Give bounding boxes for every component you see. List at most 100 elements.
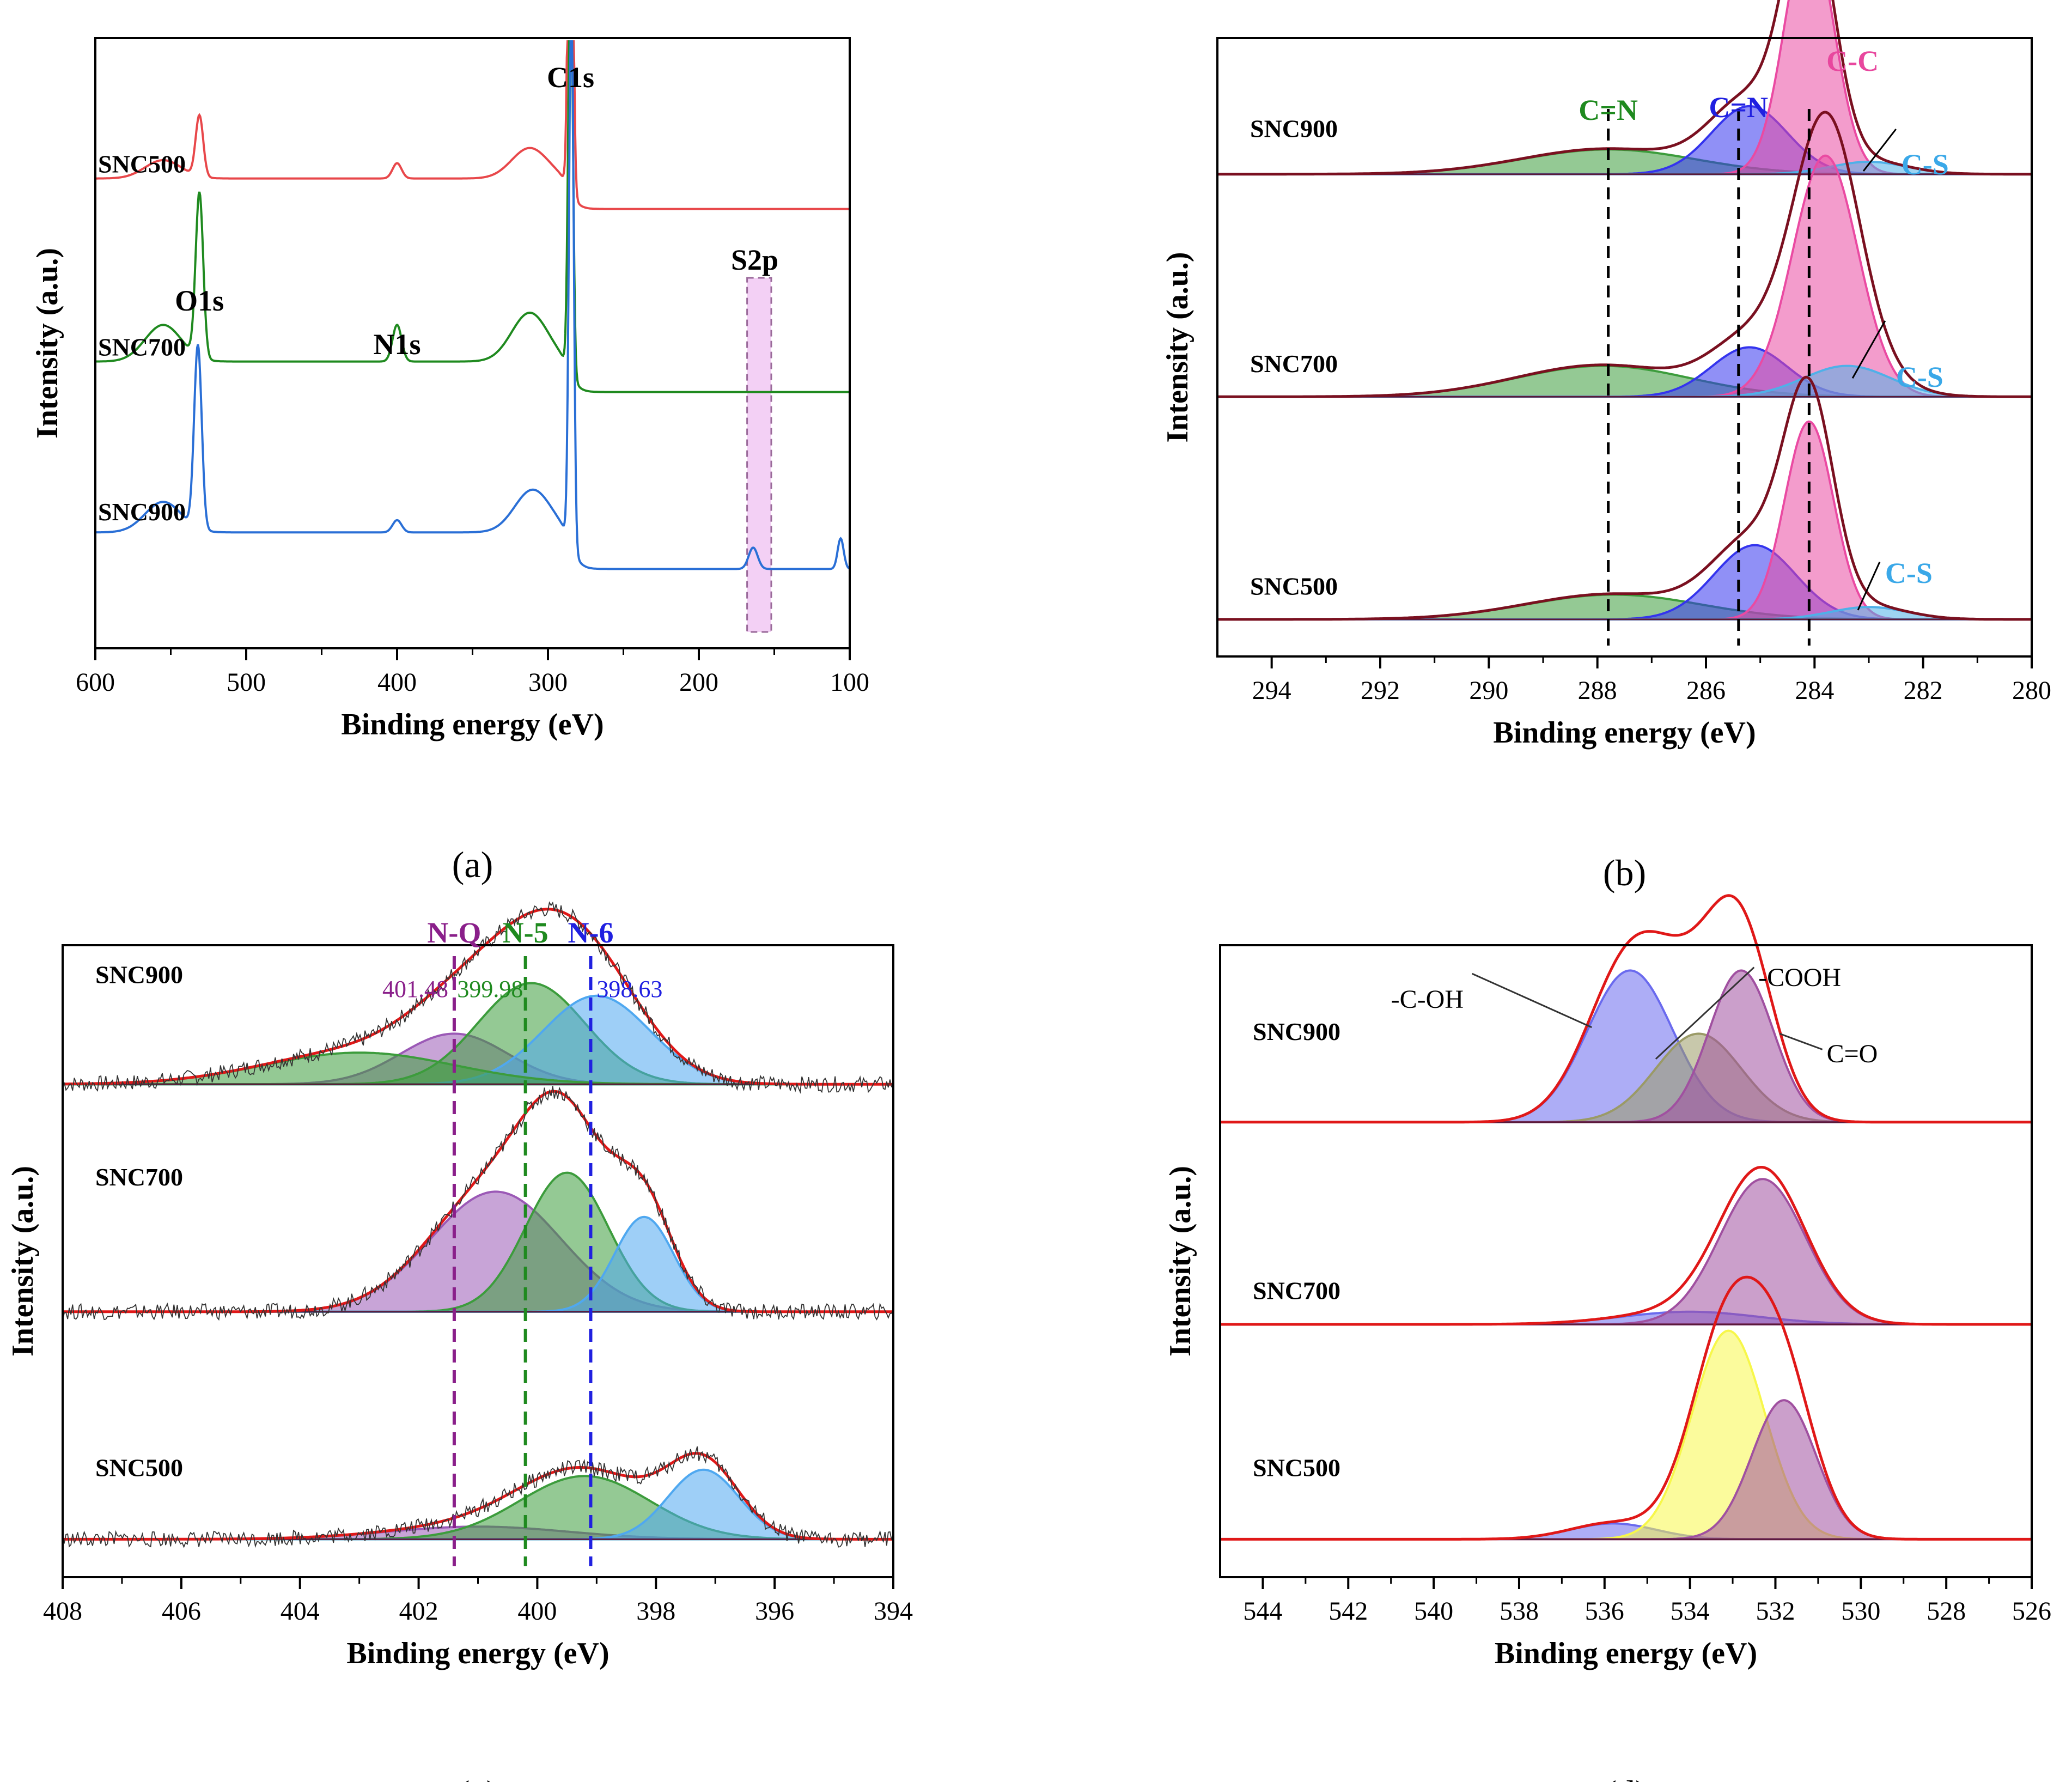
x-tick-label: 526 xyxy=(2012,1597,2051,1626)
plot-area-a xyxy=(95,40,850,570)
x-tick-label: 284 xyxy=(1795,676,1834,705)
x-tick-label: 408 xyxy=(43,1597,82,1626)
component-c-c-snc500 xyxy=(1217,420,2032,621)
ref-value-n-6: 398.63 xyxy=(596,976,662,1002)
panel-d: 544 542 540 538 536 534 532 530 528 526 Binding e… xyxy=(1163,894,2051,1782)
component--c-oh-snc900 xyxy=(1220,969,2032,1123)
series-label-snc900: SNC900 xyxy=(1250,115,1338,143)
annotation-c-n-green: C=N xyxy=(1579,94,1638,126)
axes-frame-b xyxy=(1216,37,2033,658)
x-axis-label: Binding energy (eV) xyxy=(1493,716,1756,750)
annotation-c-s-snc500: C-S xyxy=(1885,557,1933,589)
x-tick-label: 290 xyxy=(1469,676,1508,705)
annotation-c-n-blue: C=N xyxy=(1709,91,1768,124)
annotation-arrow xyxy=(1857,561,1881,611)
y-axis-label: Intensity (a.u.) xyxy=(31,248,64,439)
series-label-snc700: SNC700 xyxy=(1253,1277,1340,1305)
x-tick-label: 600 xyxy=(76,668,115,697)
x-tick-label: 540 xyxy=(1414,1597,1453,1626)
x-tick-label: 300 xyxy=(528,668,568,697)
x-tick-label: 532 xyxy=(1756,1597,1795,1626)
panel-label-c: (c) xyxy=(458,1773,498,1782)
x-tick-label: 396 xyxy=(755,1597,794,1626)
series-label-snc900: SNC900 xyxy=(1253,1018,1340,1045)
envelope-snc700 xyxy=(1217,111,2032,398)
ref-label-n-5: N-5 xyxy=(503,916,549,949)
x-tick-label: 292 xyxy=(1361,676,1400,705)
x-tick-label: 402 xyxy=(399,1597,438,1626)
x-tick-label: 528 xyxy=(1927,1597,1966,1626)
panel-label-b: (b) xyxy=(1603,852,1646,893)
envelope-snc900 xyxy=(1217,0,2032,176)
x-tick-label: 280 xyxy=(2012,676,2051,705)
raw-data-snc500 xyxy=(62,1446,894,1548)
component-c-o-snc700 xyxy=(1220,1178,2032,1325)
annotation-c-o: C=O xyxy=(1827,1039,1878,1068)
x-ticks-c: 408 406 404 402 400 398 396 394 xyxy=(43,1577,913,1626)
ref-value-n-5: 399.98 xyxy=(457,976,523,1002)
x-tick-label: 406 xyxy=(162,1597,201,1626)
y-axis-label: Intensity (a.u.) xyxy=(1163,1166,1197,1357)
annotation-arrows-d xyxy=(1472,966,1823,1060)
raw-data-snc900 xyxy=(62,901,894,1094)
annotation-arrow xyxy=(1862,129,1897,172)
series-line-snc900 xyxy=(95,40,850,570)
component-n-q-snc700 xyxy=(63,1190,893,1313)
envelope-snc500 xyxy=(1217,375,2032,621)
x-axis-label: Binding energy (eV) xyxy=(346,1637,609,1670)
x-tick-label: 500 xyxy=(227,668,266,697)
axes-frame-d xyxy=(1219,944,2033,1578)
envelope-snc900 xyxy=(63,908,893,1086)
series-label-snc500: SNC500 xyxy=(95,1453,183,1481)
annotation-c-oh: -C-OH xyxy=(1391,985,1464,1014)
x-ticks-b: 294 292 290 288 286 284 282 280 xyxy=(1252,656,2051,705)
x-ticks-d: 544 542 540 538 536 534 532 530 528 526 xyxy=(1243,1577,2051,1626)
s2p-highlight-band xyxy=(746,277,772,633)
annotation-c-s-snc700: C-S xyxy=(1896,361,1943,393)
x-tick-label: 200 xyxy=(679,668,718,697)
ref-value-n-q: 401.48 xyxy=(382,976,448,1002)
panel-a: 600 500 400 300 200 100 Binding energy (eV) I… xyxy=(31,37,869,885)
peak-label-s2p: S2p xyxy=(731,244,778,276)
series-line-snc700 xyxy=(95,40,850,393)
component--cooh-snc500 xyxy=(1220,1329,2032,1541)
panel-label-d: (d) xyxy=(1604,1773,1647,1782)
x-tick-label: 282 xyxy=(1904,676,1943,705)
series-label-snc500: SNC500 xyxy=(98,150,186,178)
series-label-snc700: SNC700 xyxy=(95,1163,183,1191)
annotation-arrows-b xyxy=(1851,129,1897,611)
panel-label-a: (a) xyxy=(452,844,493,885)
x-tick-label: 288 xyxy=(1578,676,1617,705)
x-tick-label: 400 xyxy=(377,668,417,697)
annotation-arrow xyxy=(1655,966,1755,1060)
x-tick-label: 400 xyxy=(517,1597,557,1626)
series-line-snc500 xyxy=(95,40,850,210)
series-label-snc500: SNC500 xyxy=(1253,1453,1340,1481)
y-axis-label: Intensity (a.u.) xyxy=(6,1166,40,1357)
plot-area-c xyxy=(62,901,894,1566)
raw-data-snc700 xyxy=(62,1086,894,1321)
x-axis-label: Binding energy (eV) xyxy=(1495,1637,1757,1670)
annotation-arrow xyxy=(1851,320,1886,379)
envelope-snc700 xyxy=(1220,1166,2032,1326)
x-tick-label: 100 xyxy=(830,668,869,697)
peak-label-n1s: N1s xyxy=(373,328,421,361)
plot-area-b xyxy=(1217,0,2032,646)
envelope-snc500 xyxy=(63,1452,893,1541)
x-tick-label: 530 xyxy=(1841,1597,1880,1626)
ref-label-n-q: N-Q xyxy=(427,916,481,949)
x-tick-label: 394 xyxy=(874,1597,913,1626)
y-axis-label: Intensity (a.u.) xyxy=(1161,252,1195,442)
annotation-c-c: C-C xyxy=(1826,45,1879,77)
envelope-snc500 xyxy=(1220,1275,2032,1541)
x-ticks-a: 600 500 400 300 200 100 xyxy=(76,648,869,697)
annotation-arrow xyxy=(1472,972,1592,1029)
x-tick-label: 538 xyxy=(1500,1597,1539,1626)
panel-b: 294 292 290 288 286 284 282 280 Binding energy … xyxy=(1161,0,2051,893)
series-label-snc700: SNC700 xyxy=(1250,350,1338,378)
peak-label-c1s: C1s xyxy=(547,61,594,94)
plot-area-d xyxy=(1220,894,2032,1541)
x-tick-label: 536 xyxy=(1585,1597,1624,1626)
x-tick-label: 286 xyxy=(1686,676,1726,705)
